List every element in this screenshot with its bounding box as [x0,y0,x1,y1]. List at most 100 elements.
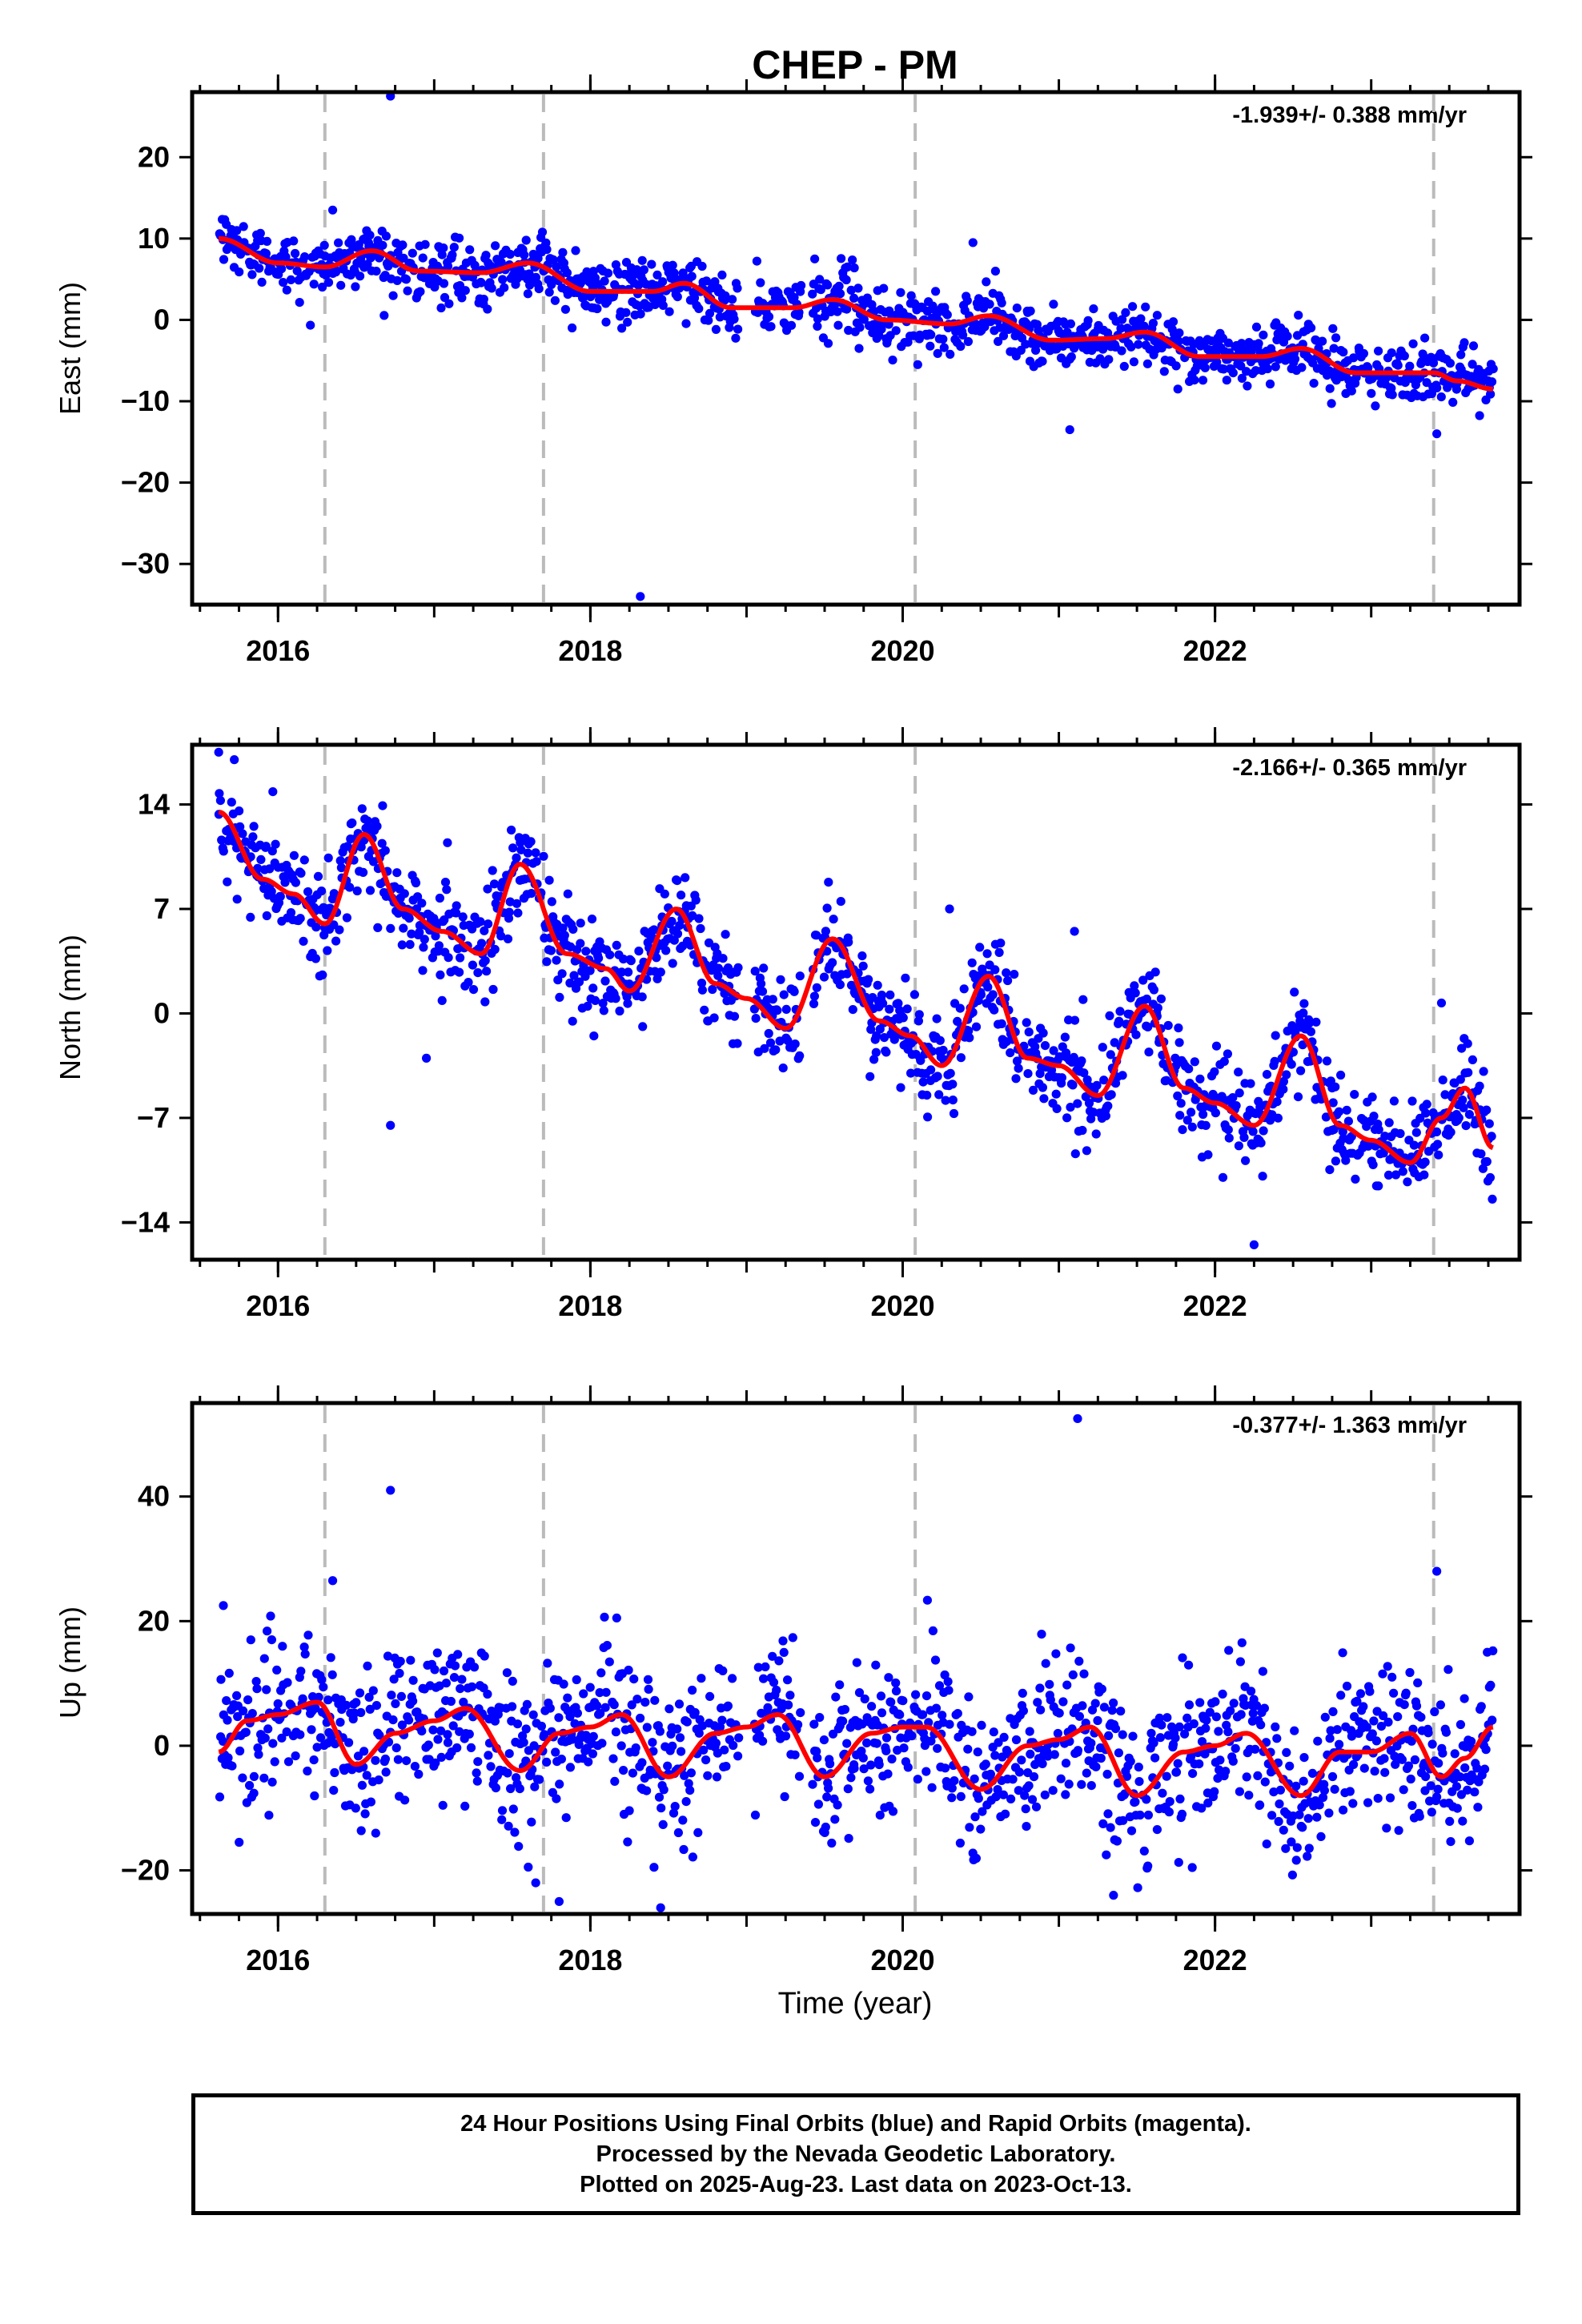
data-point [1378,1669,1387,1679]
data-point [779,990,789,999]
data-point [638,1022,648,1031]
data-point [444,953,453,963]
data-point [815,1713,825,1723]
data-point [1370,1767,1379,1776]
data-point [232,226,242,235]
data-point [1363,363,1373,372]
data-point [1325,1734,1335,1743]
data-point [286,908,296,918]
data-point [843,1784,853,1794]
data-point [764,1028,773,1039]
y-tick-label: −20 [121,1854,170,1887]
data-point [855,323,865,332]
data-point [888,1807,898,1816]
data-point [1129,357,1138,367]
data-point [378,240,387,250]
data-point [1275,1785,1285,1795]
data-point [541,238,551,247]
data-point [656,1803,666,1813]
data-point [1036,1705,1046,1715]
data-point [1050,1750,1059,1759]
data-point [694,914,704,923]
data-point [439,1666,449,1676]
data-point [1234,1068,1243,1077]
data-point [729,1740,738,1751]
data-point [849,293,859,303]
data-point [721,1762,731,1771]
data-point [327,1670,337,1679]
data-point [1411,1701,1422,1711]
data-point [559,1679,568,1689]
data-point [232,1691,242,1700]
data-point [970,1812,980,1822]
data-point [982,949,992,959]
data-point [410,1762,420,1771]
data-point [778,1636,788,1646]
data-point [497,1815,507,1824]
data-point [1422,378,1431,388]
data-point [1153,1003,1162,1013]
data-point [347,818,357,828]
data-point [264,1811,274,1820]
data-point [319,240,329,250]
x-axis-label: Time (year) [778,1987,933,2020]
data-point [1401,1688,1411,1698]
data-point [259,1773,269,1783]
data-point [1387,390,1397,400]
data-point [1256,1720,1266,1730]
data-point [481,251,491,260]
data-point [1271,362,1280,372]
data-point [497,1806,508,1815]
data-point [1024,1027,1034,1037]
data-point [733,963,743,972]
data-point [1078,1701,1087,1711]
data-point [232,895,242,904]
data-point [1427,1739,1437,1749]
data-point [956,1053,966,1063]
data-point [956,341,966,352]
data-point [1195,1074,1205,1084]
data-point [1182,1713,1192,1723]
data-point [1200,363,1210,372]
data-point [1177,1809,1187,1819]
data-point [371,1701,381,1711]
data-point [677,891,686,900]
data-point [1456,350,1466,360]
data-point [1222,376,1231,385]
data-point [721,291,730,300]
x-tick-label: 2018 [558,634,622,667]
data-point [1116,1707,1126,1716]
data-point [336,280,346,290]
data-point [1054,1708,1064,1718]
data-point [589,1031,599,1041]
data-point [785,1691,795,1700]
north-axis-label: North (mm) [54,935,86,1080]
data-point [502,1668,512,1678]
data-point [1038,1083,1047,1092]
data-points [215,1413,1498,1912]
data-point [1338,1648,1347,1658]
data-point [342,913,351,923]
data-point [508,1804,518,1814]
data-point [428,1725,438,1735]
data-point [809,999,819,1008]
data-points [214,747,1497,1249]
data-point [1202,1715,1211,1725]
data-point [1102,1769,1112,1779]
data-point [235,1746,245,1756]
data-point [881,1047,891,1057]
data-point [1175,1794,1185,1803]
data-point [717,270,727,279]
data-point [512,899,522,908]
data-point [1339,1805,1348,1815]
data-point [391,1699,400,1708]
data-point [1283,332,1292,341]
data-point [712,1772,722,1782]
data-point [1118,315,1127,324]
data-point [974,1794,983,1803]
data-point [947,1793,957,1803]
data-point [1073,1746,1082,1755]
data-point [300,252,310,262]
data-point [643,1675,653,1684]
data-point [825,1759,835,1769]
